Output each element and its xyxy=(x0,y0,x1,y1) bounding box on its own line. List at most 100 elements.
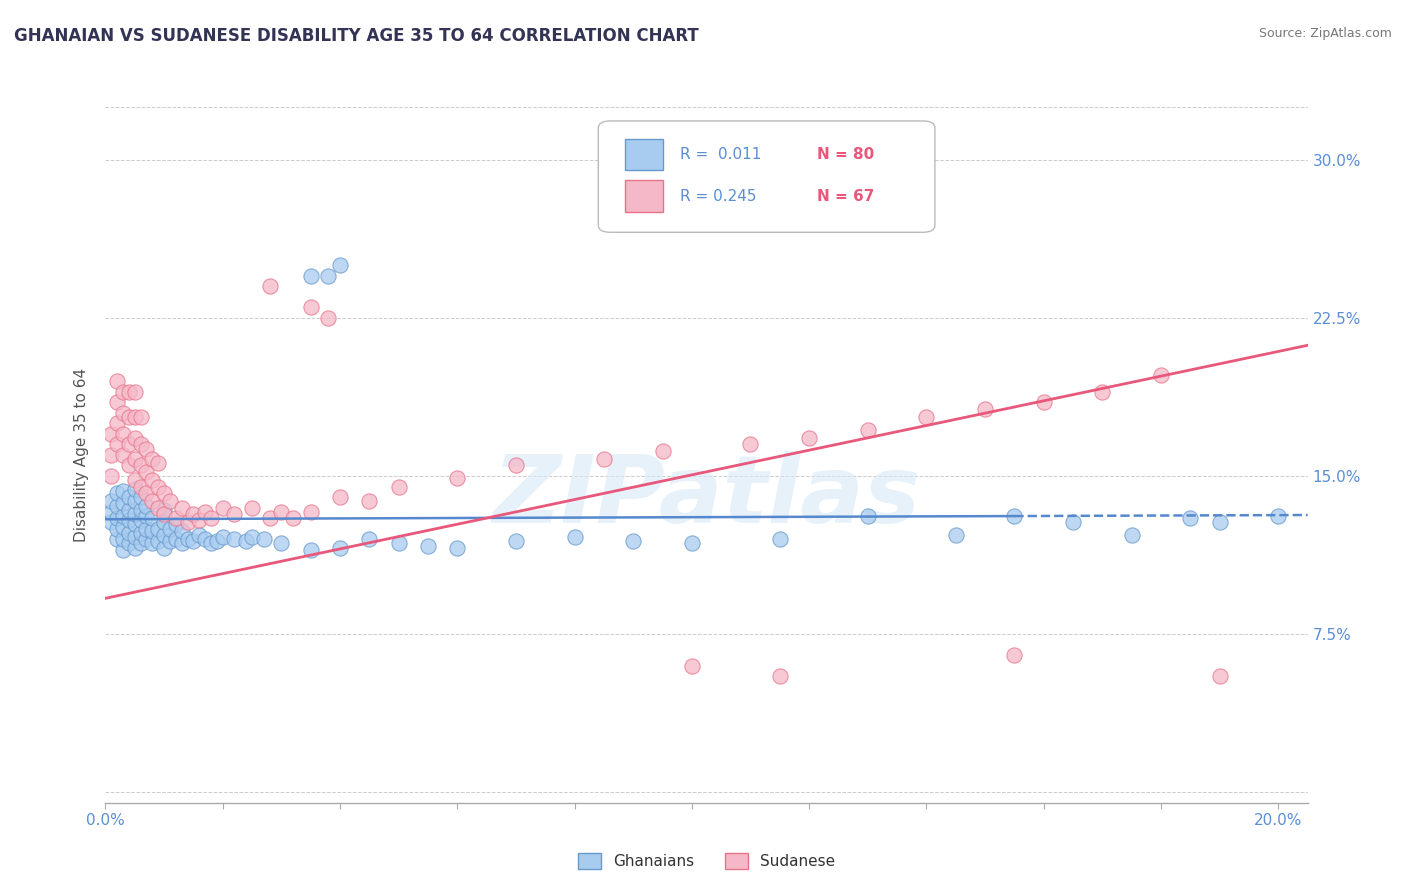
Point xyxy=(118,458,141,473)
Point xyxy=(945,528,967,542)
Point xyxy=(148,534,170,549)
Point xyxy=(505,458,527,473)
Point xyxy=(593,452,616,467)
Point xyxy=(170,536,193,550)
Point xyxy=(388,479,411,493)
Point xyxy=(856,509,879,524)
Point xyxy=(270,536,292,550)
Point xyxy=(270,505,292,519)
Point xyxy=(135,442,157,456)
Point xyxy=(165,533,187,547)
Point xyxy=(129,525,152,540)
Point xyxy=(135,465,157,479)
Point xyxy=(1002,648,1025,663)
Point xyxy=(141,524,163,538)
Point xyxy=(681,536,703,550)
Point xyxy=(205,534,228,549)
Point xyxy=(105,374,128,388)
Point xyxy=(153,541,176,555)
Point xyxy=(651,443,673,458)
Point xyxy=(129,536,152,550)
Point xyxy=(124,409,146,424)
Point xyxy=(135,499,157,513)
Point xyxy=(359,533,381,547)
Point xyxy=(148,500,170,515)
Point xyxy=(159,534,181,549)
Point xyxy=(299,268,322,283)
Point xyxy=(100,426,122,441)
Point xyxy=(299,505,322,519)
Point xyxy=(329,490,352,504)
Text: GHANAIAN VS SUDANESE DISABILITY AGE 35 TO 64 CORRELATION CHART: GHANAIAN VS SUDANESE DISABILITY AGE 35 T… xyxy=(14,27,699,45)
Point xyxy=(329,541,352,555)
Point xyxy=(124,473,146,487)
Point xyxy=(176,516,198,530)
Point xyxy=(129,490,152,504)
Point xyxy=(112,406,135,420)
Point xyxy=(253,533,276,547)
Text: N = 67: N = 67 xyxy=(817,188,875,203)
Point xyxy=(211,500,233,515)
Point xyxy=(112,509,135,524)
Y-axis label: Disability Age 35 to 64: Disability Age 35 to 64 xyxy=(75,368,90,542)
Point xyxy=(797,431,820,445)
Point xyxy=(165,511,187,525)
Point xyxy=(281,511,304,525)
Point xyxy=(681,658,703,673)
Point xyxy=(194,533,217,547)
Point xyxy=(129,437,152,451)
Point xyxy=(112,448,135,462)
Point xyxy=(148,522,170,536)
Point xyxy=(769,533,792,547)
Point xyxy=(148,479,170,493)
Point xyxy=(170,500,193,515)
Point xyxy=(564,530,586,544)
Point xyxy=(112,496,135,510)
Point xyxy=(259,279,281,293)
Point xyxy=(165,517,187,532)
Point xyxy=(235,534,257,549)
Point xyxy=(1208,516,1230,530)
Point xyxy=(118,536,141,550)
Point xyxy=(105,511,128,525)
Point xyxy=(141,473,163,487)
Point xyxy=(416,539,439,553)
Point xyxy=(105,499,128,513)
Point xyxy=(141,494,163,508)
Point xyxy=(105,417,128,431)
Point xyxy=(124,541,146,555)
Point xyxy=(135,533,157,547)
Legend: Ghanaians, Sudanese: Ghanaians, Sudanese xyxy=(572,847,841,875)
Point xyxy=(329,258,352,272)
Point xyxy=(112,519,135,533)
Point xyxy=(124,517,146,532)
Point xyxy=(159,494,181,508)
Point xyxy=(100,469,122,483)
Point xyxy=(240,500,263,515)
Point xyxy=(1208,669,1230,683)
Point xyxy=(124,482,146,496)
Point xyxy=(740,437,762,451)
Point xyxy=(188,528,211,542)
Point xyxy=(299,301,322,315)
Point xyxy=(1002,509,1025,524)
Point xyxy=(124,530,146,544)
Point xyxy=(974,401,997,416)
Point xyxy=(170,524,193,538)
Point xyxy=(240,530,263,544)
Point xyxy=(135,509,157,524)
Point xyxy=(124,494,146,508)
Point xyxy=(118,513,141,527)
Point xyxy=(118,502,141,516)
Point xyxy=(359,494,381,508)
Point xyxy=(135,522,157,536)
Point xyxy=(124,507,146,521)
Point xyxy=(112,542,135,557)
Point xyxy=(915,409,938,424)
Point xyxy=(124,431,146,445)
Point xyxy=(153,507,176,521)
Point xyxy=(100,494,122,508)
Point xyxy=(141,511,163,525)
Text: N = 80: N = 80 xyxy=(817,147,875,161)
Point xyxy=(153,516,176,530)
